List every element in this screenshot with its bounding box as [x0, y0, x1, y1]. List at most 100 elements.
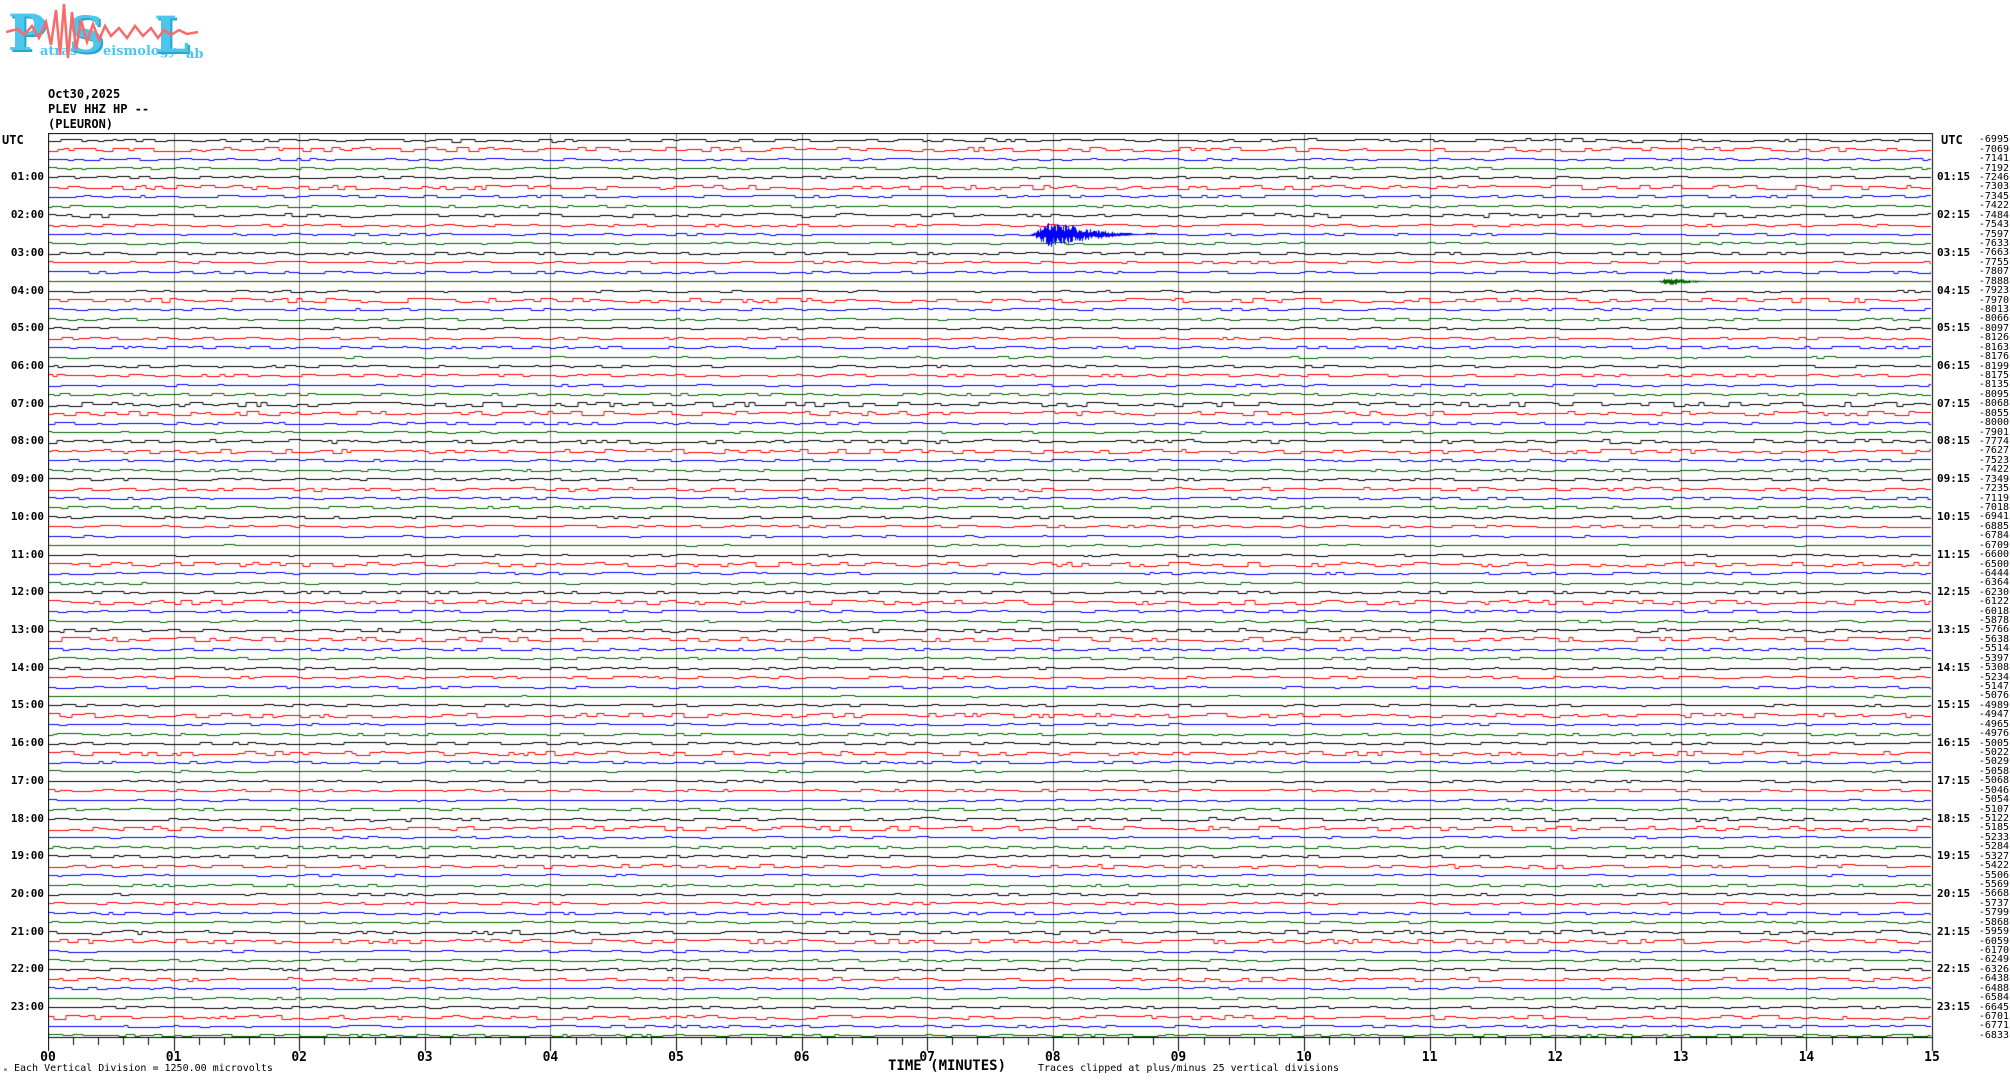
row-offset-value: -5022: [1978, 747, 2009, 759]
x-tick-label: 00: [40, 1050, 56, 1065]
row-start-time: 16:00: [10, 736, 44, 750]
row-offset-value: -7069: [1978, 143, 2009, 155]
x-tick-label: 14: [1798, 1050, 1815, 1065]
station-code-label: PLEV HHZ HP --: [48, 102, 150, 116]
row-offset-value: -5422: [1978, 860, 2009, 872]
row-end-time: 22:15: [1937, 962, 1971, 976]
row-offset-value: -5234: [1978, 671, 2009, 683]
row-offset-value: -7755: [1978, 256, 2009, 268]
row-offset-value: -5233: [1978, 831, 2009, 843]
row-offset-value: -5959: [1978, 926, 2009, 938]
logo-waveform-icon: [6, 3, 199, 59]
row-offset-value: -4965: [1978, 718, 2009, 730]
row-offset-value: -7192: [1978, 162, 2009, 174]
row-offset-value: -5799: [1978, 907, 2009, 919]
row-start-time: 05:00: [10, 321, 44, 335]
row-offset-value: -6885: [1978, 520, 2009, 532]
row-offset-value: -5737: [1978, 897, 2009, 909]
row-offset-value: -6995: [1978, 134, 2009, 146]
row-end-time: 03:15: [1937, 245, 1971, 259]
microvolt-mark: ₘ: [3, 1064, 8, 1073]
row-offset-value: -5668: [1978, 888, 2009, 900]
row-end-time: 20:15: [1937, 886, 1971, 900]
row-start-time: 08:00: [10, 434, 44, 448]
row-end-time: 04:15: [1937, 283, 1971, 297]
row-offset-value: -5868: [1978, 916, 2009, 928]
row-offset-value: -6364: [1978, 577, 2009, 589]
row-offset-value: -5185: [1978, 822, 2009, 834]
row-offset-value: -5397: [1978, 652, 2009, 664]
x-tick-label: 11: [1421, 1050, 1438, 1065]
row-offset-value: -5284: [1978, 841, 2009, 853]
row-offset-value: -5046: [1978, 784, 2009, 796]
row-offset-value: -5029: [1978, 756, 2009, 768]
clip-note: Traces clipped at plus/minus 25 vertical…: [1038, 1063, 1340, 1074]
row-start-time: 01:00: [10, 170, 44, 184]
row-offset-value: -8066: [1978, 313, 2009, 325]
row-offset-value: -4976: [1978, 728, 2009, 740]
row-offset-value: -6018: [1978, 605, 2009, 617]
row-start-time: 02:00: [10, 208, 44, 222]
row-start-time: 19:00: [10, 849, 44, 863]
row-offset-value: -7774: [1978, 435, 2009, 447]
row-offset-value: -4989: [1978, 699, 2009, 711]
row-offset-value: -7018: [1978, 501, 2009, 513]
row-start-time: 22:00: [10, 962, 44, 976]
x-tick-label: 07: [919, 1050, 936, 1065]
row-start-time: 10:00: [10, 509, 44, 523]
row-offset-value: -7141: [1978, 153, 2009, 165]
utc-label-right: UTC: [1941, 133, 1963, 147]
x-tick-label: 05: [668, 1050, 684, 1065]
row-offset-value: -8163: [1978, 341, 2009, 353]
date-label: Oct30,2025: [48, 87, 121, 101]
row-offset-value: -5122: [1978, 813, 2009, 825]
row-offset-value: -6444: [1978, 567, 2009, 579]
row-end-time: 14:15: [1937, 660, 1971, 674]
row-offset-value: -6326: [1978, 963, 2009, 975]
row-end-time: 16:15: [1937, 736, 1971, 750]
row-offset-value: -8199: [1978, 360, 2009, 372]
row-offset-value: -5327: [1978, 850, 2009, 862]
x-tick-label: 12: [1547, 1050, 1564, 1065]
row-end-time: 06:15: [1937, 359, 1971, 373]
row-offset-value: -5569: [1978, 879, 2009, 891]
row-offset-value: -7663: [1978, 247, 2009, 259]
utc-label-left: UTC: [2, 133, 24, 147]
row-offset-value: -6771: [1978, 1020, 2009, 1032]
row-offset-value: -7246: [1978, 171, 2009, 183]
helicorder-plot[interactable]: [48, 133, 1934, 1053]
row-start-time: 13:00: [10, 622, 44, 636]
row-offset-value: -5107: [1978, 803, 2009, 815]
row-start-time: 17:00: [10, 773, 44, 787]
logo-word-eismology: eismology: [103, 44, 177, 59]
row-offset-value: -7627: [1978, 445, 2009, 457]
row-offset-value: -6701: [1978, 1011, 2009, 1022]
row-end-time: 23:15: [1937, 1000, 1971, 1014]
row-start-time: 14:00: [10, 660, 44, 674]
row-offset-value: -7543: [1978, 219, 2009, 231]
row-end-time: 01:15: [1937, 170, 1971, 184]
station-name-label: (PLEURON): [48, 117, 114, 131]
row-offset-value: -8097: [1978, 322, 2009, 334]
row-start-time: 04:00: [10, 283, 44, 297]
row-offset-value: -5068: [1978, 775, 2009, 787]
row-offset-value: -5076: [1978, 690, 2009, 702]
row-offset-value: -5506: [1978, 869, 2009, 881]
row-offset-value: -7923: [1978, 285, 2009, 297]
row-end-time: 17:15: [1937, 773, 1971, 787]
x-tick-label: 10: [1296, 1050, 1312, 1065]
row-offset-value: -7422: [1978, 200, 2009, 212]
row-start-time: 12:00: [10, 585, 44, 599]
row-offset-value: -5308: [1978, 662, 2009, 674]
row-offset-value: -6645: [1978, 1001, 2009, 1013]
scale-note: Each Vertical Division = 1250.00 microvo…: [14, 1063, 273, 1074]
row-end-time: 18:15: [1937, 811, 1971, 825]
row-end-time: 11:15: [1937, 547, 1971, 561]
row-offset-value: -5147: [1978, 681, 2009, 693]
row-offset-value: -6833: [1978, 1029, 2009, 1041]
row-offset-value: -7345: [1978, 190, 2009, 202]
row-offset-value: -5054: [1978, 794, 2009, 806]
row-start-time: 09:00: [10, 472, 44, 486]
row-start-time: 23:00: [10, 1000, 44, 1014]
x-tick-label: 01: [165, 1050, 182, 1065]
